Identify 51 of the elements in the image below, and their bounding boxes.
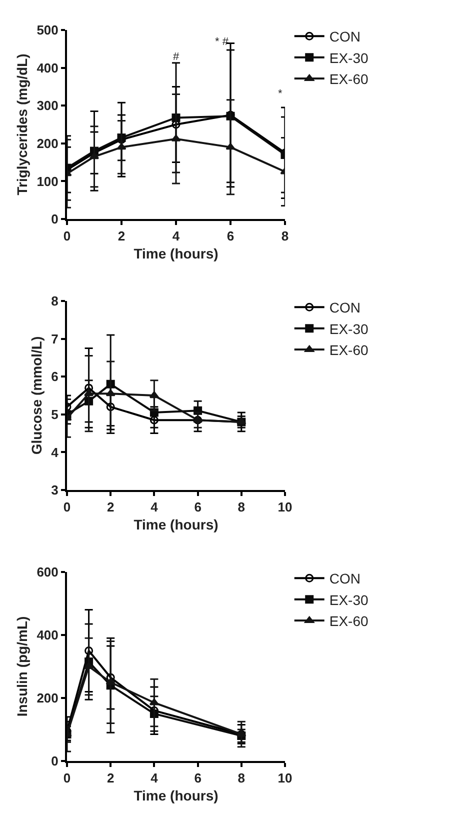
legend-label: EX-60 xyxy=(329,613,368,630)
x-tick-label: 8 xyxy=(238,770,246,786)
legend-label: CON xyxy=(329,570,360,587)
y-tick-label: 200 xyxy=(36,690,58,706)
y-tick-label: 3 xyxy=(51,482,58,498)
legend-label: EX-60 xyxy=(329,71,368,88)
x-axis-title: Time (hours) xyxy=(134,787,218,804)
x-tick-label: 4 xyxy=(172,228,180,244)
x-tick-label: 4 xyxy=(150,500,159,515)
y-tick-label: 300 xyxy=(36,98,58,114)
x-tick-label: 2 xyxy=(118,228,126,244)
y-tick-label: 7 xyxy=(51,331,58,346)
annotation: * # xyxy=(215,36,230,48)
x-tick-label: 0 xyxy=(63,500,71,515)
x-tick-label: 8 xyxy=(238,500,246,515)
x-tick-label: 4 xyxy=(150,770,159,786)
x-axis-title: Time (hours) xyxy=(134,516,218,532)
y-axis-title: Triglycerides (mg/dL) xyxy=(14,54,30,196)
y-tick-label: 600 xyxy=(36,564,58,580)
y-tick-label: 6 xyxy=(51,369,58,384)
y-tick-label: 400 xyxy=(36,628,58,643)
annotation: # xyxy=(173,51,180,63)
legend-label: EX-30 xyxy=(329,592,368,608)
x-tick-label: 6 xyxy=(194,500,202,515)
x-tick-label: 6 xyxy=(194,770,202,786)
y-axis-title: Insulin (pg/mL) xyxy=(14,616,30,717)
x-tick-label: 0 xyxy=(63,770,71,786)
x-tick-label: 10 xyxy=(278,500,292,515)
x-tick-label: 8 xyxy=(281,228,289,244)
y-tick-label: 4 xyxy=(51,444,60,460)
y-tick-label: 8 xyxy=(51,294,58,309)
legend-label: EX-60 xyxy=(329,342,368,358)
x-tick-label: 2 xyxy=(106,500,114,515)
y-tick-label: 100 xyxy=(36,174,58,189)
x-tick-label: 2 xyxy=(106,770,114,786)
legend-label: EX-30 xyxy=(329,50,368,66)
annotation: * xyxy=(278,88,283,100)
y-tick-label: 500 xyxy=(36,22,58,38)
y-tick-label: 200 xyxy=(36,136,58,151)
y-tick-label: 0 xyxy=(51,212,58,227)
x-tick-label: 0 xyxy=(63,228,71,244)
legend-label: CON xyxy=(329,300,360,316)
y-tick-label: 5 xyxy=(51,406,58,422)
y-tick-label: 0 xyxy=(51,754,58,769)
y-tick-label: 400 xyxy=(36,60,58,76)
x-tick-label: 10 xyxy=(278,770,292,786)
x-tick-label: 6 xyxy=(226,228,234,244)
legend-label: EX-30 xyxy=(329,320,368,337)
y-axis-title: Glucose (mmol/L) xyxy=(28,336,44,455)
x-axis-title: Time (hours) xyxy=(134,245,218,262)
legend-label: CON xyxy=(329,28,360,45)
